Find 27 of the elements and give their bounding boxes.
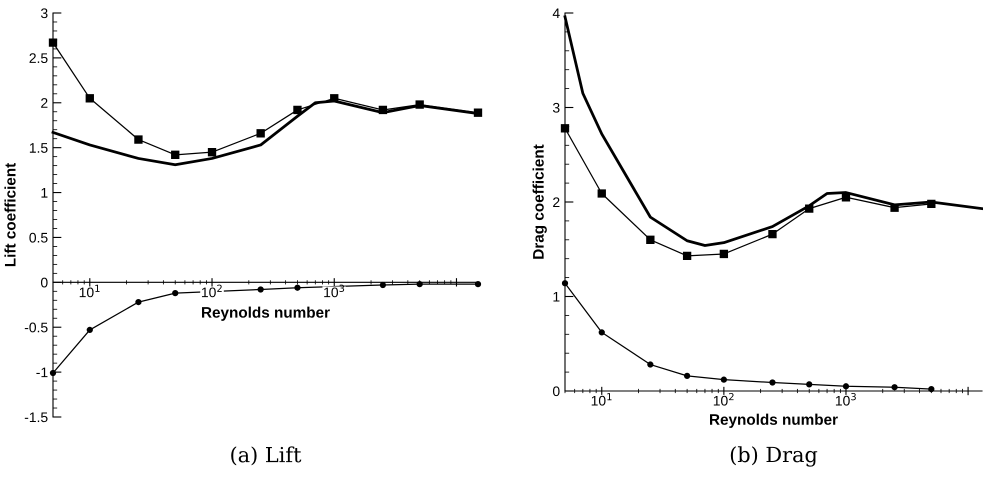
x-tick-label: 10$^{2}$	[202, 284, 222, 298]
x-axis-title: Reynolds number	[710, 414, 838, 428]
y-tick-label: 1	[41, 188, 48, 198]
y-tick-label: 2	[553, 197, 560, 208]
x-tick-label: 10$^{3}$	[836, 392, 856, 406]
y-tick-label: 0.5	[29, 232, 48, 243]
y-tick-label: -1.5	[24, 412, 48, 422]
y-tick-label: 3	[552, 102, 560, 113]
x-tick-label: 10$^{2}$	[714, 392, 734, 406]
y-axis-title: Drag coefficient	[532, 144, 547, 259]
y-tick-label: 0	[552, 386, 560, 396]
x-tick-label: 10$^{1}$	[592, 393, 612, 406]
y-tick-label: 4	[552, 8, 560, 18]
y-tick-label: 0	[40, 278, 48, 288]
y-tick-label: 1.5	[30, 143, 48, 153]
y-tick-label: 3	[40, 8, 48, 18]
y-tick-label: 2.5	[30, 53, 48, 64]
y-axis-title: Lift coefficient	[4, 162, 16, 266]
x-tick-label: 10$^{1}$	[80, 284, 100, 298]
y-tick-label: -0.5	[24, 322, 48, 332]
text: (b) Drag	[730, 446, 818, 467]
x-axis-title: Reynolds number	[202, 306, 330, 321]
text: (a) Lift	[231, 446, 302, 466]
x-tick-label: 10$^{3}$	[324, 284, 344, 298]
y-tick-label: -1	[36, 368, 48, 378]
y-tick-label: 1	[553, 292, 560, 302]
y-tick-label: 2	[41, 98, 48, 108]
